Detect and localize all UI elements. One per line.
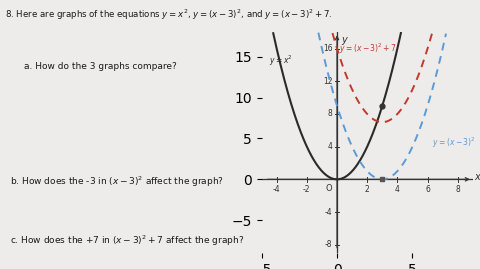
Text: x: x bbox=[474, 172, 480, 182]
Text: -4: -4 bbox=[325, 207, 333, 217]
Text: y: y bbox=[341, 35, 347, 45]
Text: 16: 16 bbox=[323, 44, 333, 53]
Text: $y = (x-3)^2 + 7$: $y = (x-3)^2 + 7$ bbox=[339, 42, 397, 56]
Text: $y = x^2$: $y = x^2$ bbox=[269, 54, 293, 68]
Text: c. How does the +7 in $(x - 3)^2 + 7$ affect the graph?: c. How does the +7 in $(x - 3)^2 + 7$ af… bbox=[10, 234, 244, 249]
Text: O: O bbox=[325, 184, 332, 193]
Text: 8: 8 bbox=[328, 109, 333, 118]
Text: 2: 2 bbox=[365, 185, 370, 194]
Text: -4: -4 bbox=[273, 185, 280, 194]
Text: 6: 6 bbox=[425, 185, 430, 194]
Text: $y = (x-3)^2$: $y = (x-3)^2$ bbox=[432, 135, 476, 150]
Text: 4: 4 bbox=[328, 142, 333, 151]
Text: -2: -2 bbox=[303, 185, 311, 194]
Text: 4: 4 bbox=[395, 185, 400, 194]
Text: 8. Here are graphs of the equations $y = x^2$, $y = (x-3)^2$, and $y = (x-3)^2 +: 8. Here are graphs of the equations $y =… bbox=[5, 8, 332, 23]
Text: -8: -8 bbox=[325, 240, 333, 249]
Text: a. How do the 3 graphs compare?: a. How do the 3 graphs compare? bbox=[24, 62, 177, 71]
Text: b. How does the -3 in $(x - 3)^2$ affect the graph?: b. How does the -3 in $(x - 3)^2$ affect… bbox=[10, 175, 224, 189]
Text: 8: 8 bbox=[456, 185, 460, 194]
Text: 12: 12 bbox=[323, 77, 333, 86]
